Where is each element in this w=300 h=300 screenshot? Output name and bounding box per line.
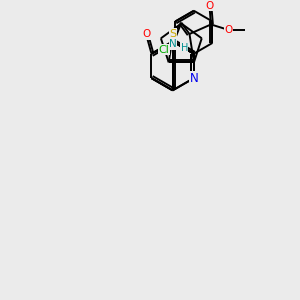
Text: O: O	[205, 1, 214, 11]
Text: O: O	[224, 25, 232, 35]
Text: N: N	[169, 39, 177, 49]
Text: S: S	[169, 29, 177, 39]
Text: N: N	[190, 72, 198, 85]
Text: Cl: Cl	[158, 45, 169, 55]
Text: O: O	[142, 29, 150, 39]
Text: H: H	[181, 43, 188, 53]
